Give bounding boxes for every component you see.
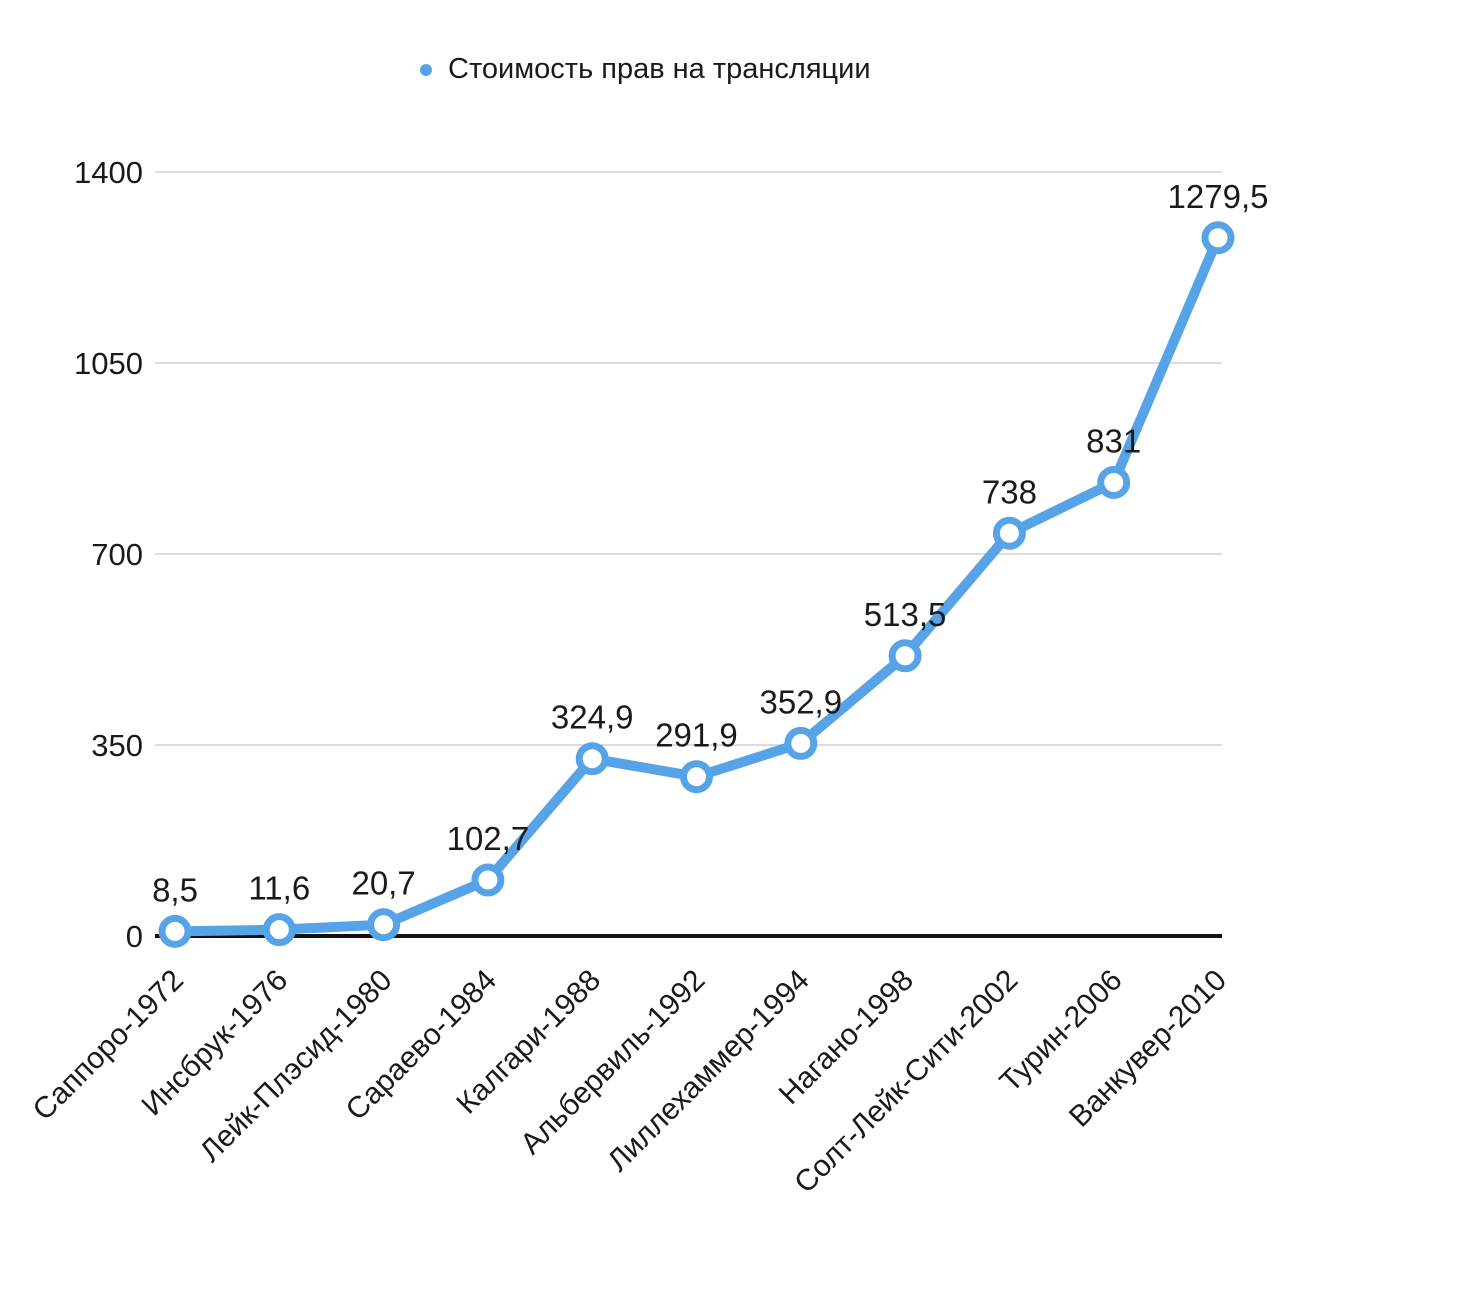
- data-point-label: 831: [1086, 423, 1141, 460]
- data-point-marker: [575, 742, 609, 776]
- x-axis-label: Альбервиль-1992: [514, 964, 711, 1161]
- data-point-label: 738: [982, 473, 1037, 510]
- data-point-label: 20,7: [351, 865, 415, 902]
- data-point-label: 324,9: [551, 699, 634, 736]
- series-line: [170, 232, 1223, 937]
- data-point-marker: [262, 913, 296, 947]
- y-tick-label: 1050: [74, 346, 143, 381]
- data-point-label: 8,5: [152, 871, 198, 908]
- legend-series-marker-icon: [420, 63, 432, 76]
- data-point-marker: [471, 863, 505, 897]
- y-tick-label: 1400: [74, 155, 143, 190]
- legend-series-label: Стоимость прав на трансляции: [448, 53, 871, 85]
- data-point-marker: [680, 760, 713, 794]
- data-point-marker: [992, 516, 1026, 550]
- x-axis-label: Лейк-Плэсид-1980: [194, 964, 399, 1169]
- data-point-marker: [367, 908, 401, 942]
- data-point-label: 291,9: [655, 717, 738, 754]
- data-point-marker: [158, 914, 192, 948]
- y-tick-label: 700: [91, 537, 143, 572]
- data-point-label: 513,5: [864, 596, 947, 633]
- data-point-marker: [1201, 221, 1235, 255]
- y-tick-label: 350: [91, 728, 143, 763]
- data-point-label: 11,6: [248, 870, 310, 907]
- data-point-marker: [888, 639, 922, 673]
- chart-legend: Стоимость прав на трансляции: [420, 55, 871, 84]
- x-axis-label: Лиллехаммер-1994: [601, 964, 815, 1178]
- y-tick-label: 0: [126, 919, 143, 954]
- data-point-marker: [784, 726, 818, 760]
- data-point-label: 1279,5: [1168, 178, 1269, 215]
- data-point-marker: [1097, 466, 1131, 500]
- data-point-label: 352,9: [760, 683, 843, 720]
- data-point-label: 102,7: [447, 820, 530, 857]
